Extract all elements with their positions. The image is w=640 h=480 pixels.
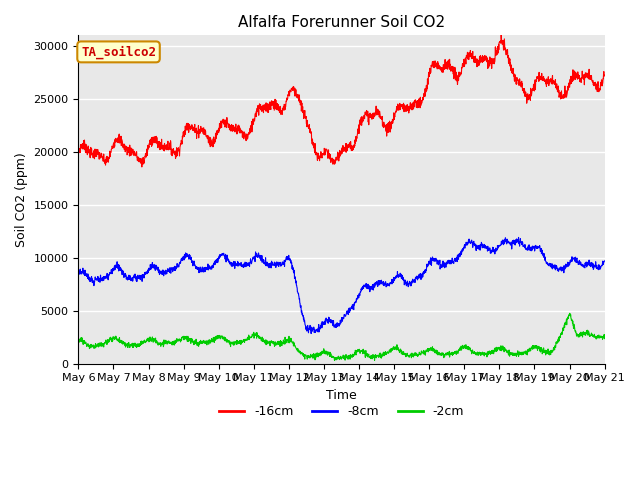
Text: TA_soilco2: TA_soilco2 xyxy=(81,45,156,59)
Title: Alfalfa Forerunner Soil CO2: Alfalfa Forerunner Soil CO2 xyxy=(238,15,445,30)
X-axis label: Time: Time xyxy=(326,389,357,402)
Y-axis label: Soil CO2 (ppm): Soil CO2 (ppm) xyxy=(15,152,28,247)
Legend: -16cm, -8cm, -2cm: -16cm, -8cm, -2cm xyxy=(214,400,469,423)
